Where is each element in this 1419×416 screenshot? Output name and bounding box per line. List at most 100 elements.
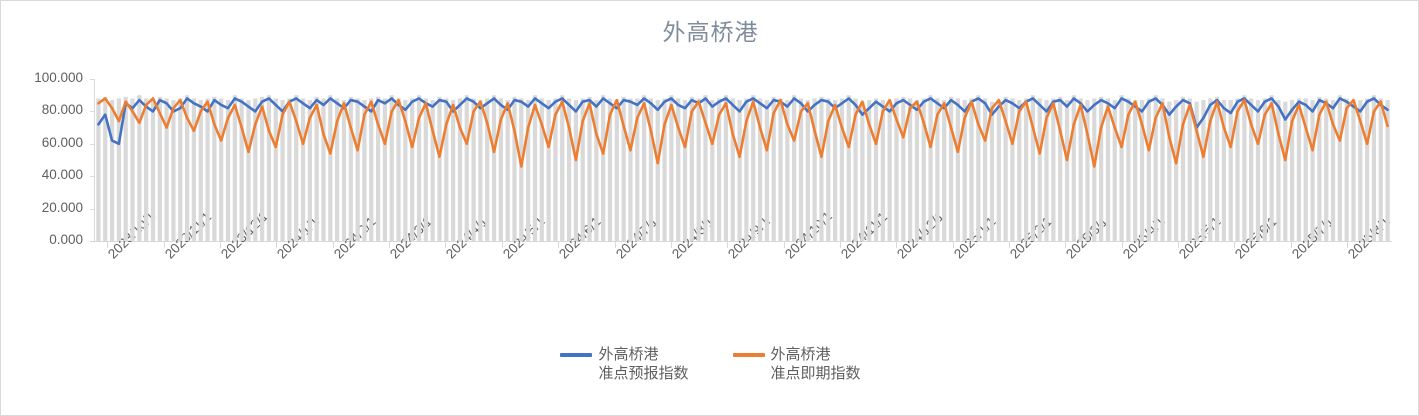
background-bar (1133, 100, 1138, 241)
y-axis-tick (90, 241, 94, 242)
background-bar (389, 95, 394, 241)
background-bar (1023, 98, 1029, 241)
background-bar (1051, 98, 1056, 241)
background-bar (1385, 100, 1390, 241)
background-bar (1317, 96, 1322, 241)
background-bar (498, 98, 503, 241)
background-bar (191, 98, 197, 241)
background-bar (300, 98, 306, 241)
y-axis-tick (90, 111, 94, 113)
background-bar (669, 95, 674, 241)
background-bar (512, 96, 517, 241)
background-bar (416, 95, 422, 241)
background-bar (676, 98, 681, 241)
x-axis-tick (1122, 242, 1123, 248)
background-bar (1324, 98, 1329, 241)
background-bar (928, 95, 933, 241)
background-bar (519, 98, 524, 241)
background-bar (130, 98, 135, 241)
background-bar (853, 98, 858, 241)
background-bar (948, 96, 954, 241)
background-bar (464, 95, 469, 241)
x-axis-tick (1065, 242, 1066, 248)
background-bar (1003, 96, 1008, 241)
y-axis-tick-label: 60.000 (41, 134, 83, 150)
background-bar (573, 100, 578, 241)
legend-item-forecast[interactable]: 外高桥港 准点预报指数 (560, 345, 689, 383)
background-bar (273, 98, 278, 241)
background-bar (744, 98, 749, 241)
background-bar (641, 95, 647, 241)
background-bar (362, 100, 367, 241)
legend-color-swatch (560, 353, 593, 357)
background-bar (635, 98, 640, 241)
background-bar (328, 95, 333, 241)
background-bars-group (96, 95, 1390, 241)
background-bar (983, 98, 988, 241)
background-bar (1378, 98, 1383, 241)
background-bar (867, 100, 872, 241)
chart-plot-svg (96, 95, 1390, 241)
background-bar (396, 98, 401, 241)
background-bar (532, 95, 538, 241)
background-bar (485, 98, 490, 241)
legend-item-spot[interactable]: 外高桥港 准点即期指数 (732, 345, 861, 383)
background-bar (976, 95, 981, 241)
background-bar (1167, 101, 1172, 241)
x-axis-tick (1347, 242, 1348, 248)
background-bar (1351, 100, 1356, 241)
x-axis-tick (445, 242, 446, 248)
background-bar (1365, 98, 1370, 241)
background-bar (403, 100, 408, 241)
background-bar (1085, 100, 1090, 241)
background-bar (723, 95, 729, 241)
background-bar (212, 96, 217, 241)
y-axis-tick (90, 143, 94, 145)
background-bar (266, 95, 272, 241)
background-bar (232, 95, 237, 241)
background-bar (962, 100, 967, 241)
background-bar (253, 98, 258, 241)
background-bar (1017, 100, 1022, 241)
background-bar (1126, 98, 1131, 241)
x-axis-tick (840, 242, 841, 248)
background-bar (219, 98, 224, 241)
background-bar (1187, 98, 1192, 241)
background-bar (955, 98, 960, 241)
background-bar (607, 98, 613, 241)
background-bar (1296, 98, 1302, 241)
background-bar (1310, 100, 1315, 241)
background-bar (621, 96, 626, 241)
background-bar (1337, 95, 1342, 241)
background-bar (123, 96, 128, 241)
background-bar (1344, 98, 1349, 241)
background-bar (280, 100, 285, 241)
chart-title: 外高桥港 (662, 19, 759, 45)
x-axis-tick (727, 242, 728, 248)
background-bar (792, 95, 797, 241)
background-bar (246, 100, 251, 241)
background-bar (205, 98, 210, 241)
background-bar (478, 100, 483, 241)
background-bar (1119, 95, 1124, 241)
background-bar (1153, 95, 1158, 241)
background-bar (116, 98, 121, 241)
background-bar (150, 100, 156, 241)
x-axis-tick (896, 242, 897, 248)
background-bar (444, 98, 449, 241)
background-bar (491, 95, 497, 241)
background-bar (423, 98, 428, 241)
background-bar (239, 98, 244, 241)
background-bar (1064, 100, 1070, 241)
background-bar (969, 98, 974, 241)
background-bar (553, 98, 558, 241)
background-bar (375, 96, 381, 241)
background-bar (601, 95, 606, 241)
background-bar (184, 95, 190, 241)
background-bar (546, 100, 551, 241)
background-bar (539, 98, 544, 241)
background-bar (1255, 100, 1261, 241)
background-bar (751, 95, 756, 241)
x-axis-tick (1234, 242, 1235, 248)
background-bar (682, 100, 688, 241)
